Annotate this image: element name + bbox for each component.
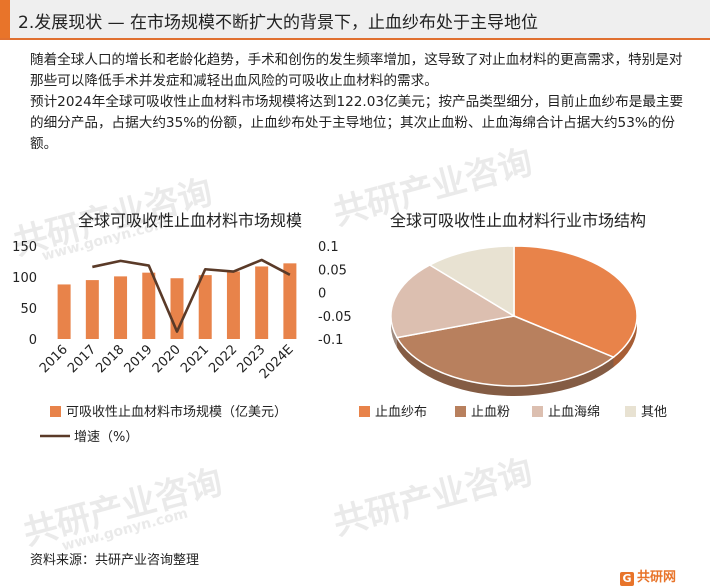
pie-legend-swatch	[532, 406, 543, 417]
pie-slice	[513, 245, 638, 359]
category-tick-label: 2022	[206, 342, 240, 376]
legend-label-bar: 可吸收性止血材料市场规模（亿美元）	[66, 404, 287, 420]
pie-legend-swatch	[455, 406, 466, 417]
pie-series	[390, 245, 638, 397]
left-axis-ticks: 0 50 100 150	[12, 240, 37, 348]
pie-legend-swatch	[359, 406, 370, 417]
bar	[198, 275, 212, 339]
growth-line	[92, 258, 291, 333]
pie-legend: 止血纱布 止血粉 止血海绵 其他	[359, 405, 667, 420]
category-tick-label: 2020	[150, 342, 184, 376]
pie-slice	[428, 245, 515, 318]
right-axis-tick-label: -0.1	[318, 333, 343, 348]
bar	[226, 271, 240, 339]
category-tick-label: 2018	[93, 342, 127, 376]
source-note: 资料来源：共研产业咨询整理	[30, 553, 200, 568]
pie-legend-swatch	[625, 406, 636, 417]
legend-label-line: 增速（%）	[74, 430, 138, 445]
right-axis-ticks: 0.1 0.05 0 -0.05 -0.1	[318, 240, 352, 348]
brand-logo: G 共研网	[620, 566, 676, 586]
bar	[283, 263, 297, 339]
pie-legend-label: 其他	[641, 405, 667, 420]
right-axis-tick-label: 0.05	[318, 263, 347, 278]
left-axis-tick-label: 50	[20, 302, 37, 317]
category-tick-label: 2019	[122, 342, 156, 376]
left-axis-tick-label: 0	[29, 333, 37, 348]
category-tick-label: 2016	[37, 342, 71, 376]
pie-legend-label: 止血粉	[471, 405, 510, 420]
bar-chart-title: 全球可吸收性止血材料市场规模	[78, 211, 302, 230]
pie-legend-label: 止血海绵	[548, 405, 600, 420]
pie-slice	[390, 264, 517, 339]
pie-legend-label: 止血纱布	[375, 405, 427, 420]
category-tick-label: 2017	[65, 342, 99, 376]
section-header: 2.发展现状 — 在市场规模不断扩大的背景下，止血纱布处于主导地位	[0, 0, 710, 40]
category-tick-label: 2021	[178, 342, 212, 376]
logo-mark-icon: G	[620, 572, 634, 586]
bar	[85, 280, 99, 339]
pie-chart-title: 全球可吸收性止血材料行业市场结构	[390, 211, 646, 230]
bar	[114, 276, 128, 339]
pie-slice	[395, 315, 615, 387]
bar	[255, 266, 269, 339]
bar-series	[57, 263, 297, 339]
right-axis-tick-label: -0.05	[318, 310, 352, 325]
header-accent-bar	[0, 0, 10, 38]
growth-line-series	[92, 258, 291, 333]
left-axis-tick-label: 100	[12, 271, 37, 286]
legend-swatch-bar	[50, 406, 61, 417]
section-title: 2.发展现状 — 在市场规模不断扩大的背景下，止血纱布处于主导地位	[18, 13, 539, 33]
right-axis-tick-label: 0	[318, 287, 326, 302]
bar	[57, 284, 71, 339]
paragraph-line-2: 预计2024年全球可吸收性止血材料市场规模将达到122.03亿美元；按产品类型细…	[30, 94, 684, 152]
logo-text: 共研网	[637, 570, 677, 585]
pie-slice-side	[613, 316, 637, 368]
intro-paragraph: 随着全球人口的增长和老龄化趋势，手术和创伤的发生频率增加，这导致了对止血材料的更…	[30, 50, 695, 155]
right-axis-tick-label: 0.1	[318, 240, 339, 255]
bar	[142, 272, 156, 339]
left-axis-tick-label: 150	[12, 240, 37, 255]
paragraph-line-1: 随着全球人口的增长和老龄化趋势，手术和创伤的发生频率增加，这导致了对止血材料的更…	[30, 52, 683, 89]
